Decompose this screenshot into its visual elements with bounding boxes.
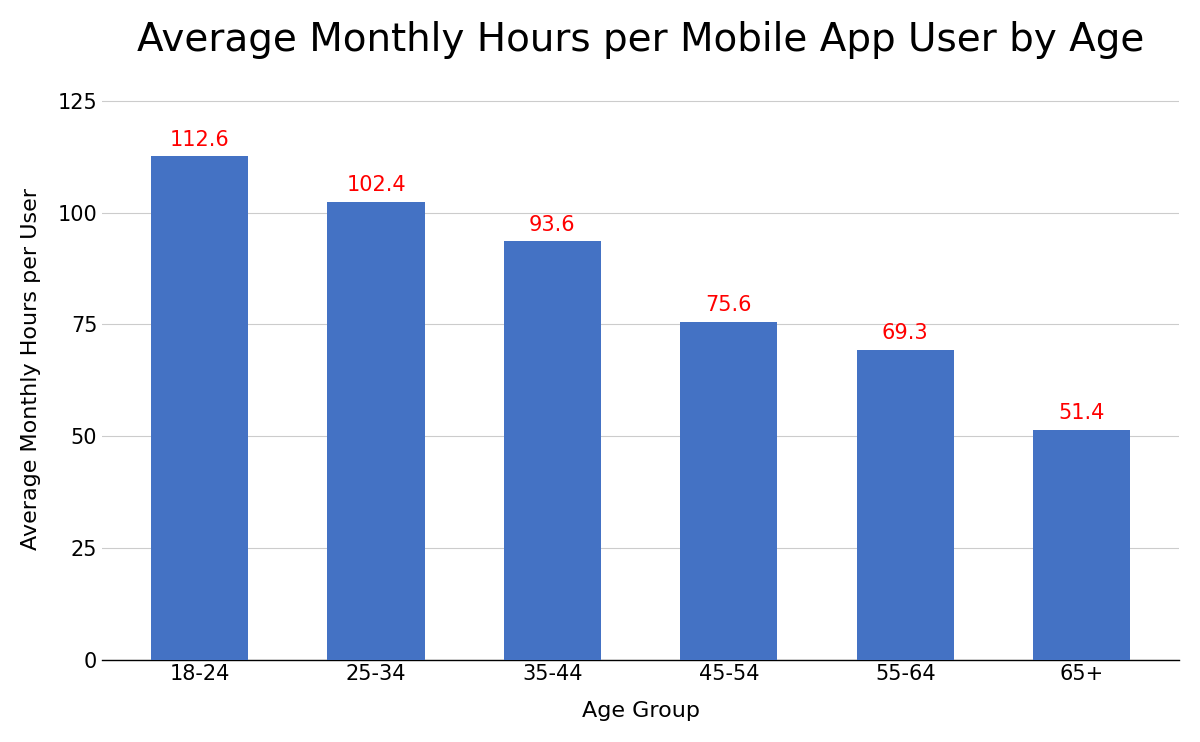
Bar	[151, 157, 248, 660]
Text: 102.4: 102.4	[346, 175, 406, 195]
Bar	[328, 202, 425, 660]
Text: 112.6: 112.6	[169, 130, 229, 150]
Title: Average Monthly Hours per Mobile App User by Age: Average Monthly Hours per Mobile App Use…	[137, 21, 1145, 59]
Bar	[680, 322, 778, 660]
Text: 75.6: 75.6	[706, 295, 752, 315]
Bar	[1033, 430, 1130, 660]
Bar	[857, 350, 954, 660]
Text: 69.3: 69.3	[882, 324, 929, 344]
Bar	[504, 241, 601, 660]
Text: 51.4: 51.4	[1058, 403, 1105, 423]
X-axis label: Age Group: Age Group	[582, 701, 700, 721]
Text: 93.6: 93.6	[529, 214, 576, 234]
Y-axis label: Average Monthly Hours per User: Average Monthly Hours per User	[20, 188, 41, 550]
